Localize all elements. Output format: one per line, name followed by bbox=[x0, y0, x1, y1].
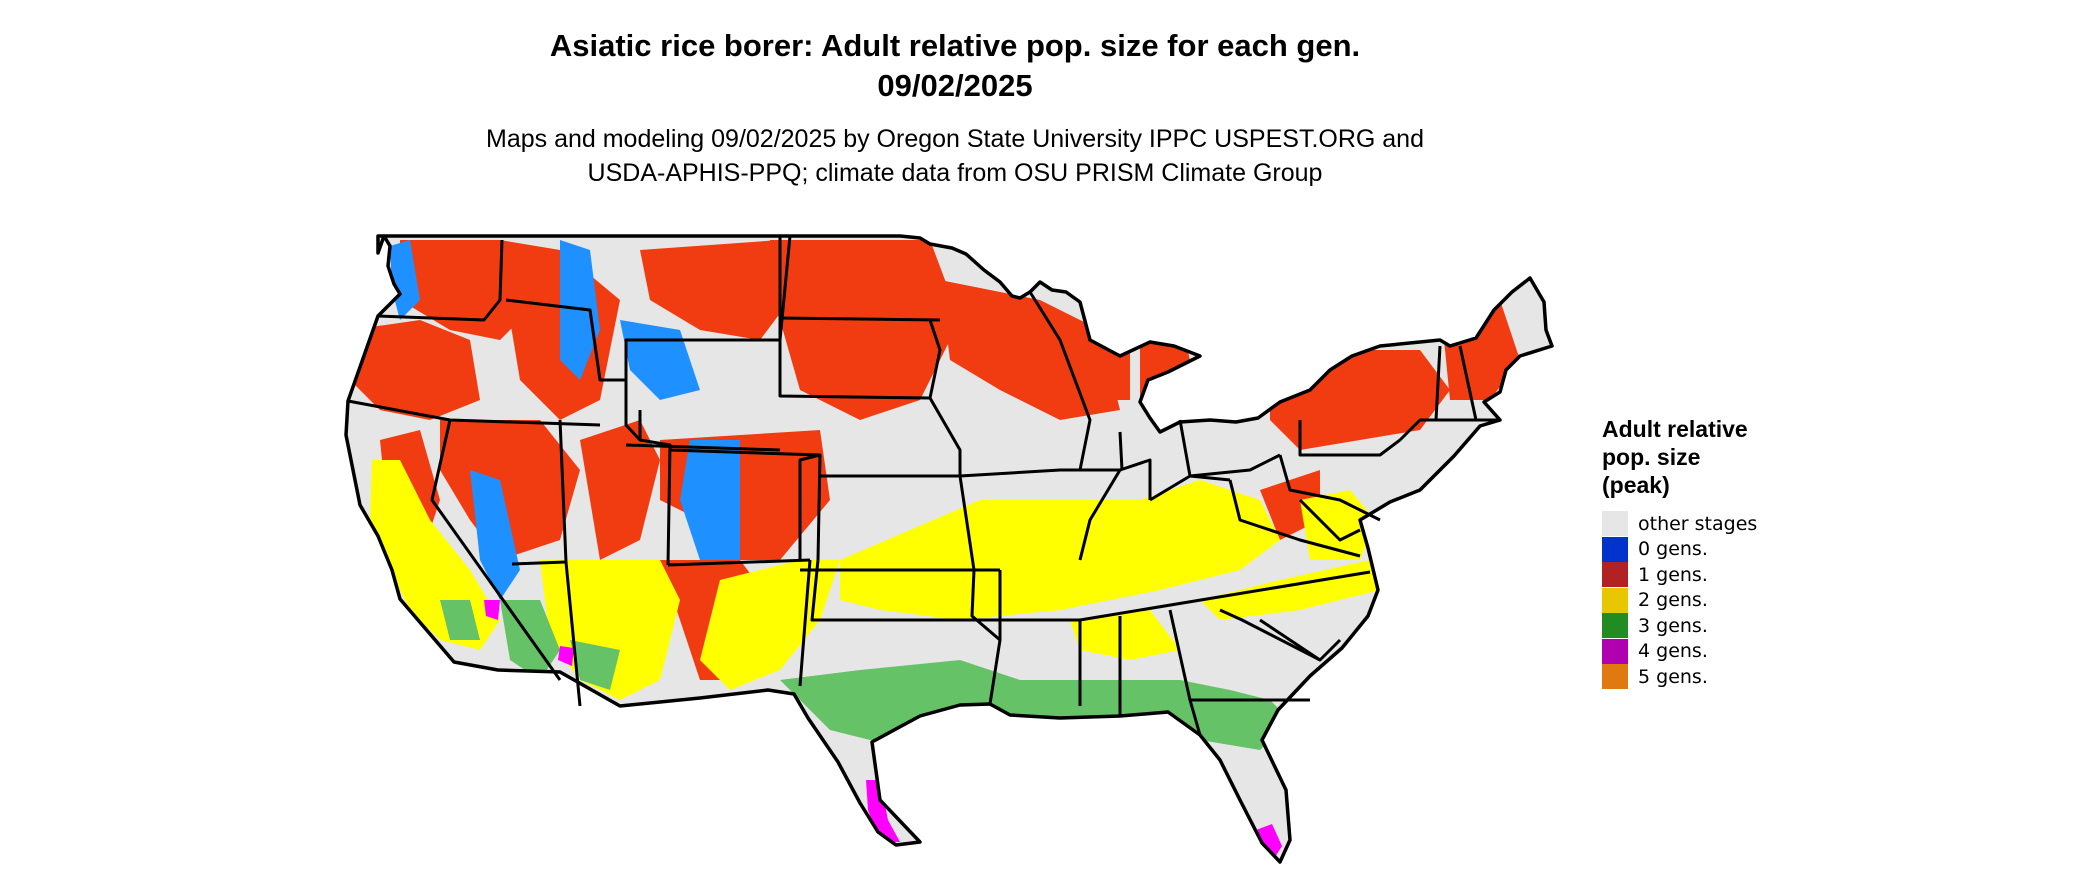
credits-line-1: Maps and modeling 09/02/2025 by Oregon S… bbox=[486, 125, 1424, 153]
legend-swatch bbox=[1602, 664, 1628, 690]
legend-swatch bbox=[1602, 511, 1628, 537]
legend-swatch bbox=[1602, 562, 1628, 588]
legend-label: 0 gens. bbox=[1638, 538, 1708, 561]
legend-items: other stages 0 gens. 1 gens. 2 gens. 3 g… bbox=[1602, 511, 1822, 690]
legend-item: 4 gens. bbox=[1602, 638, 1822, 665]
legend-item: 5 gens. bbox=[1602, 664, 1822, 690]
legend-title-line-2: pop. size bbox=[1602, 444, 1701, 470]
legend-label: 1 gens. bbox=[1638, 563, 1708, 586]
us-map bbox=[330, 226, 1570, 892]
legend-swatch bbox=[1602, 536, 1628, 562]
legend-label: 4 gens. bbox=[1638, 640, 1708, 663]
legend: Adult relative pop. size (peak) other st… bbox=[1602, 415, 1822, 690]
us-outline bbox=[344, 234, 1554, 864]
map-title: Asiatic rice borer: Adult relative pop. … bbox=[549, 28, 1361, 63]
legend-title: Adult relative pop. size (peak) bbox=[1602, 415, 1822, 499]
credits-line-2: USDA-APHIS-PPQ; climate data from OSU PR… bbox=[587, 159, 1323, 187]
legend-label: other stages bbox=[1638, 512, 1758, 535]
legend-item: 3 gens. bbox=[1602, 613, 1822, 639]
legend-swatch bbox=[1602, 638, 1628, 664]
legend-title-line-1: Adult relative bbox=[1602, 416, 1748, 442]
legend-item: other stages bbox=[1602, 511, 1822, 537]
legend-title-line-3: (peak) bbox=[1602, 472, 1670, 498]
legend-swatch bbox=[1602, 613, 1628, 639]
legend-label: 2 gens. bbox=[1638, 589, 1708, 612]
two-gen-areas bbox=[370, 460, 1380, 700]
legend-item: 1 gens. bbox=[1602, 562, 1822, 588]
state-borders bbox=[344, 234, 1554, 864]
legend-swatch bbox=[1602, 587, 1628, 613]
legend-item: 2 gens. bbox=[1602, 587, 1822, 614]
legend-item: 0 gens. bbox=[1602, 536, 1822, 563]
us-map-svg bbox=[344, 234, 1554, 864]
gens-layer bbox=[346, 236, 1552, 862]
map-date: 09/02/2025 bbox=[877, 68, 1033, 103]
legend-label: 3 gens. bbox=[1638, 614, 1708, 637]
legend-label: 5 gens. bbox=[1638, 665, 1708, 688]
